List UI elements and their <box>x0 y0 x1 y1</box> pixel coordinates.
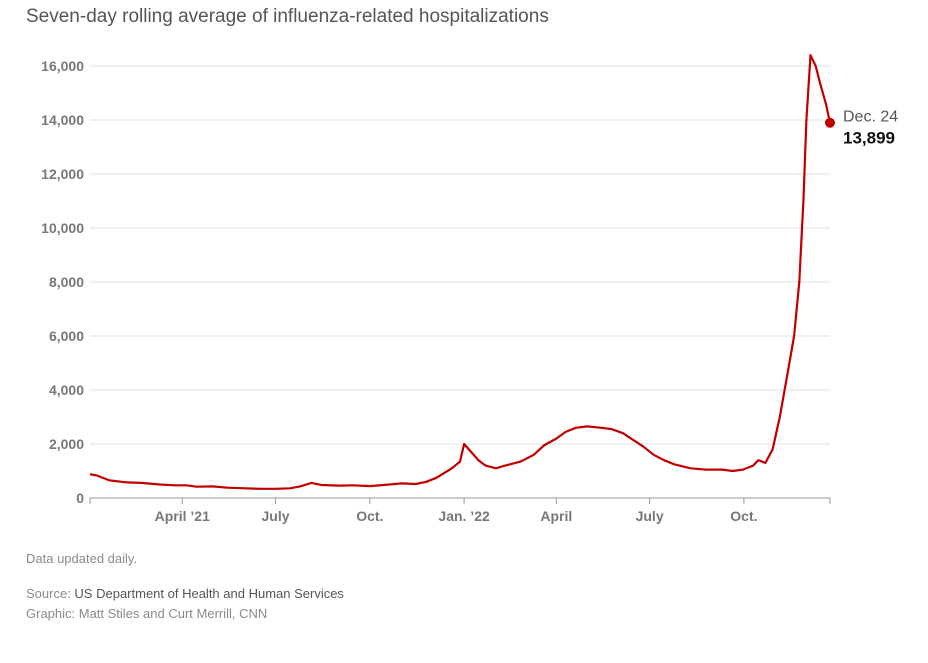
x-tick-label: July <box>262 508 290 524</box>
grid-lines <box>90 65 830 445</box>
x-tick-label: Oct. <box>730 508 757 524</box>
x-tick-label: April ’21 <box>155 508 210 524</box>
x-axis-ticks: April ’21 July Oct. Jan. ’22 April July Oct. <box>89 498 831 524</box>
y-tick-label: 0 <box>76 490 84 506</box>
y-axis: 0 2,000 4,000 6,000 8,000 10,000 12,000 14,000 1… <box>41 58 84 506</box>
y-tick-label: 2,000 <box>49 436 84 452</box>
x-tick-label: Jan. ’22 <box>438 508 490 524</box>
series-line <box>89 54 832 490</box>
annotation-date: Dec. 24 <box>843 109 898 126</box>
end-point-marker <box>825 117 835 128</box>
line-chart: 0 2,000 4,000 6,000 8,000 10,000 12,000 14,000 1… <box>41 54 898 524</box>
y-tick-label: 8,000 <box>49 274 84 290</box>
annotation-value: 13,899 <box>843 129 895 148</box>
source-line: Source: US Department of Health and Huma… <box>26 586 344 601</box>
y-tick-label: 10,000 <box>41 220 84 236</box>
y-tick-label: 12,000 <box>41 166 84 182</box>
y-tick-label: 16,000 <box>41 58 84 74</box>
chart-title: Seven-day rolling average of influenza-r… <box>26 6 549 27</box>
source-name: US Department of Health and Human Servic… <box>74 586 344 601</box>
y-tick-label: 4,000 <box>49 382 84 398</box>
graphic-credit: Graphic: Matt Stiles and Curt Merrill, C… <box>26 606 268 621</box>
update-note: Data updated daily. <box>26 551 138 566</box>
source-label: Source: <box>26 586 75 601</box>
x-tick-label: Oct. <box>356 508 383 524</box>
x-tick-label: April <box>540 508 572 524</box>
y-tick-label: 6,000 <box>49 328 84 344</box>
y-tick-label: 14,000 <box>41 112 84 128</box>
x-tick-label: July <box>636 508 664 524</box>
